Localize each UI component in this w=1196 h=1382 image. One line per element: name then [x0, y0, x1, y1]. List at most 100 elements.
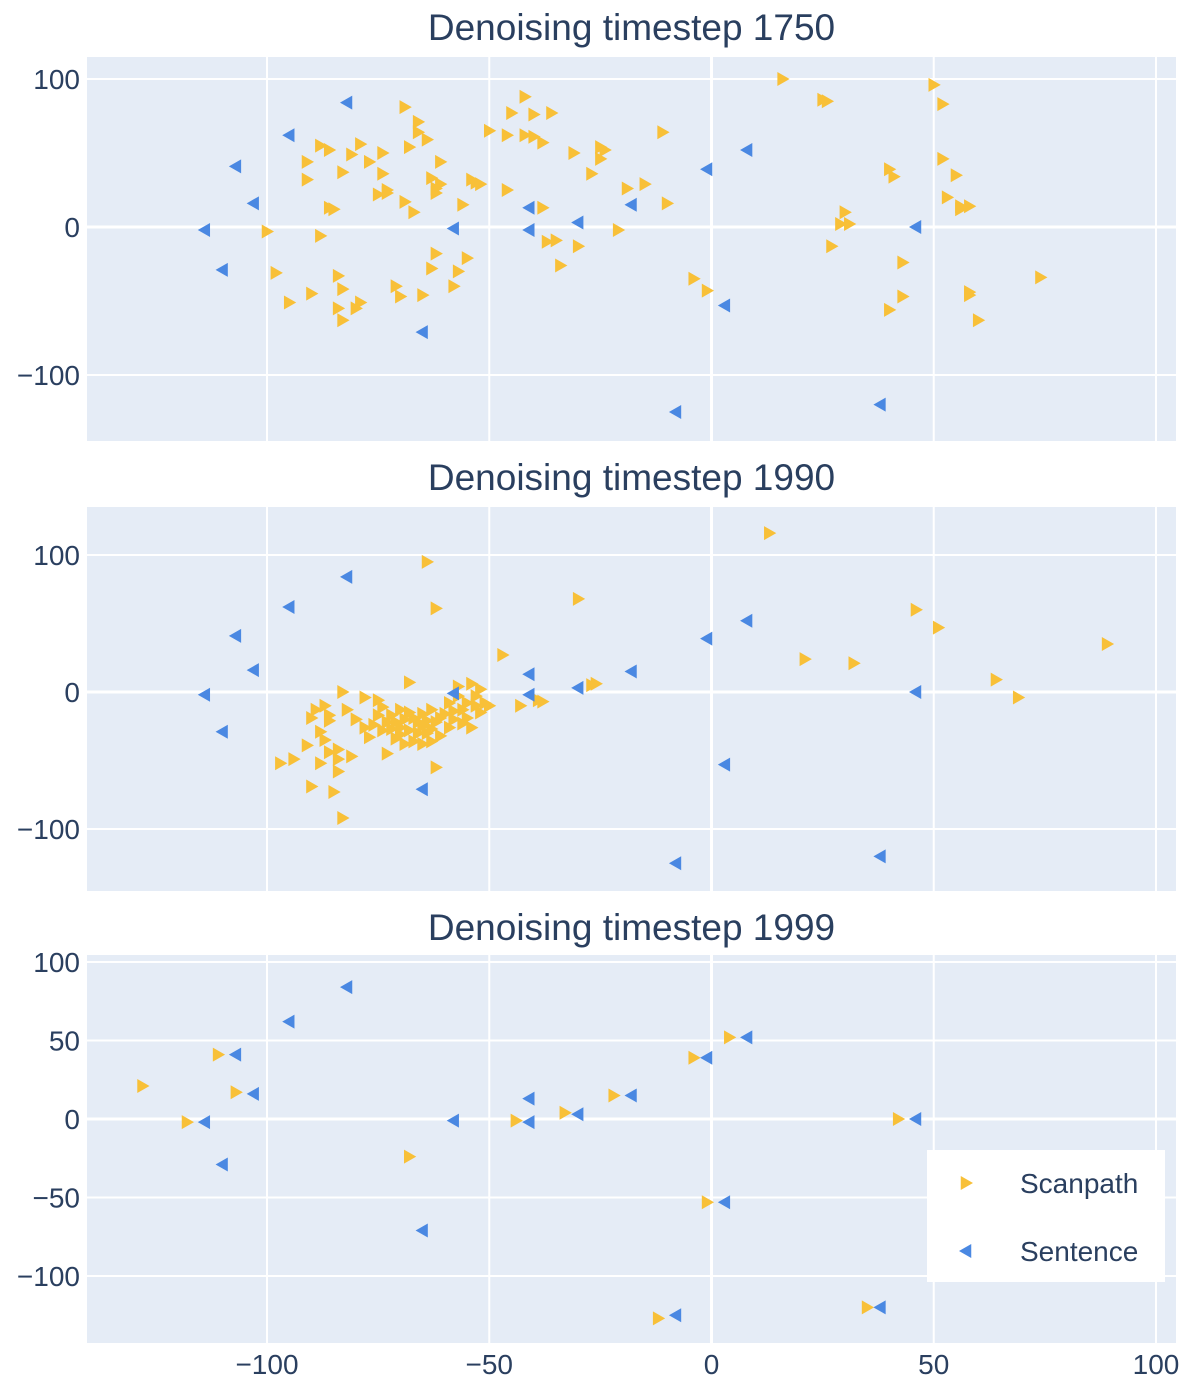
marker-scanpath: [323, 708, 337, 723]
marker-sentence: [571, 215, 584, 230]
marker-sentence: [700, 631, 713, 646]
marker-scanpath: [484, 698, 497, 713]
series-scanpath: [137, 1030, 906, 1326]
marker-scanpath: [777, 72, 790, 86]
marker-scanpath: [412, 125, 426, 140]
marker-sentence: [522, 200, 535, 215]
y-tick-label: 100: [33, 947, 80, 978]
marker-scanpath: [897, 289, 910, 304]
marker-scanpath: [964, 199, 977, 214]
marker-scanpath: [475, 177, 488, 192]
marker-scanpath: [661, 196, 675, 211]
marker-scanpath: [448, 279, 461, 294]
marker-scanpath: [501, 183, 515, 197]
x-tick-label: −100: [235, 1349, 298, 1380]
marker-scanpath: [377, 166, 390, 181]
marker-scanpath: [701, 1195, 715, 1210]
marker-sentence: [215, 1157, 228, 1172]
marker-scanpath: [412, 114, 426, 129]
subplot-1: −100 0 100 Denoising timestep 1750: [17, 7, 1176, 441]
marker-scanpath: [319, 698, 332, 713]
marker-scanpath: [861, 1300, 875, 1315]
marker-sentence: [246, 1086, 259, 1101]
marker-scanpath: [430, 185, 443, 200]
marker-sentence: [522, 1091, 535, 1106]
marker-scanpath: [537, 694, 550, 709]
marker-scanpath: [310, 702, 323, 717]
marker-scanpath: [426, 734, 439, 749]
marker-sentence: [446, 1113, 459, 1128]
legend: Scanpath Sentence: [927, 1150, 1165, 1282]
marker-scanpath: [448, 704, 461, 719]
marker-scanpath: [381, 185, 395, 200]
marker-sentence: [522, 667, 535, 682]
marker-scanpath: [443, 720, 457, 735]
marker-scanpath: [559, 1105, 572, 1120]
chart-title: Denoising timestep 1990: [428, 457, 835, 498]
legend-label-scanpath[interactable]: Scanpath: [1020, 1168, 1138, 1199]
marker-sentence: [340, 980, 353, 995]
marker-sentence: [340, 569, 353, 584]
marker-scanpath: [403, 675, 417, 690]
marker-scanpath: [181, 1115, 194, 1130]
marker-scanpath: [301, 154, 315, 169]
marker-scanpath: [452, 264, 466, 279]
marker-scanpath: [368, 717, 381, 732]
marker-scanpath: [386, 708, 399, 723]
chart-title: Denoising timestep 1750: [428, 7, 835, 48]
plot-area: [87, 955, 1176, 1343]
plot-area: [87, 507, 1176, 891]
marker-scanpath: [306, 711, 319, 726]
marker-scanpath: [430, 246, 443, 261]
marker-scanpath: [835, 217, 848, 232]
marker-sentence: [246, 196, 259, 211]
legend-label-sentence[interactable]: Sentence: [1020, 1236, 1138, 1267]
marker-scanpath: [377, 723, 390, 738]
marker-scanpath: [381, 715, 395, 730]
marker-scanpath: [466, 676, 479, 691]
marker-scanpath: [319, 732, 332, 747]
marker-scanpath: [537, 135, 550, 150]
legend-marker-scanpath: [960, 1176, 973, 1190]
marker-scanpath: [421, 132, 435, 147]
marker-scanpath: [395, 720, 408, 735]
marker-sentence: [668, 856, 682, 871]
marker-scanpath: [381, 746, 395, 761]
marker-scanpath: [688, 1050, 701, 1065]
marker-scanpath: [888, 169, 901, 184]
marker-scanpath: [417, 288, 430, 303]
marker-scanpath: [884, 162, 897, 177]
plot-area: [87, 57, 1176, 441]
marker-scanpath: [470, 689, 483, 704]
marker-scanpath: [363, 154, 377, 169]
marker-scanpath: [408, 205, 421, 220]
marker-scanpath: [337, 313, 350, 328]
legend-marker-sentence: [959, 1244, 972, 1258]
marker-scanpath: [724, 1030, 737, 1045]
marker-sentence: [908, 685, 922, 699]
marker-sentence: [873, 849, 886, 864]
marker-scanpath: [323, 745, 337, 760]
marker-scanpath: [821, 94, 835, 109]
x-tick-label: 50: [918, 1349, 949, 1380]
marker-scanpath: [328, 785, 341, 800]
marker-sentence: [717, 1195, 731, 1210]
marker-scanpath: [595, 151, 608, 166]
marker-scanpath: [928, 77, 941, 92]
marker-scanpath: [377, 700, 390, 715]
marker-scanpath: [230, 1085, 243, 1100]
marker-scanpath: [572, 591, 586, 606]
marker-scanpath: [426, 261, 439, 276]
marker-sentence: [215, 724, 228, 739]
marker-sentence: [873, 397, 886, 412]
marker-scanpath: [519, 128, 532, 143]
y-tick-label: −100: [17, 814, 80, 845]
marker-scanpath: [590, 676, 603, 691]
marker-scanpath: [897, 255, 910, 270]
marker-scanpath: [346, 749, 359, 764]
marker-scanpath: [461, 251, 475, 266]
marker-scanpath: [301, 738, 315, 753]
marker-scanpath: [403, 140, 417, 155]
marker-scanpath: [350, 712, 363, 727]
marker-sentence: [522, 1115, 535, 1130]
